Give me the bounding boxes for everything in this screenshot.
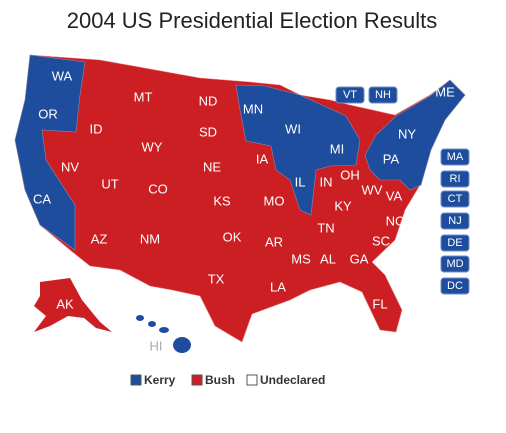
legend-swatch [246,374,258,386]
state-label: MO [264,193,285,208]
state-box-label: NJ [448,215,461,227]
kerry-northeast [364,79,466,191]
state-label: AK [56,296,74,311]
state-box [440,170,470,188]
state-box-label: VT [343,89,357,101]
state-label: SC [372,233,390,248]
state-label: OK [223,229,242,244]
kerry-west [14,54,86,251]
state-label: IL [295,174,306,189]
state-label: HI [150,338,163,353]
alaska [34,278,112,332]
state-box [440,234,470,252]
state-box-label: NH [375,89,391,101]
map-title: 2004 US Presidential Election Results [67,8,438,33]
state-label: WA [52,68,73,83]
state-box-label: MA [447,151,464,163]
state-label: WV [362,182,383,197]
state-label: ID [90,121,103,136]
state-label: CA [33,191,51,206]
legend-label: Bush [205,373,235,387]
state-label: NC [386,213,405,228]
state-label: TX [208,271,225,286]
state-label: WY [142,139,163,154]
state-box [440,190,470,208]
state-label: NE [203,159,221,174]
state-box-label: RI [450,173,461,185]
state-label: MT [134,89,153,104]
state-label: NM [140,231,160,246]
state-box [440,212,470,230]
state-box [335,86,365,104]
state-box [440,255,470,273]
kerry-midwest [235,84,361,216]
legend-label: Kerry [144,373,176,387]
state-label: ND [199,93,218,108]
state-label: LA [270,279,286,294]
state-label: IN [320,174,333,189]
state-label: MI [330,141,344,156]
state-label: AR [265,234,283,249]
state-label: NY [398,126,416,141]
state-label: PA [383,151,400,166]
state-box-label: CT [448,193,463,205]
state-label: ME [435,84,455,99]
state-label: VA [386,188,403,203]
state-label: AL [320,251,336,266]
state-label: OR [38,106,58,121]
state-label: GA [350,251,369,266]
state-label: KS [213,193,231,208]
state-label: IA [256,151,269,166]
hawaii [136,315,191,353]
state-box-label: MD [446,258,463,270]
legend-label: Undeclared [260,373,325,387]
state-box [440,277,470,295]
legend-swatch [130,374,142,386]
state-label: AZ [91,231,108,246]
state-label: TN [317,220,334,235]
state-box-label: DC [447,280,463,292]
state-box [440,148,470,166]
state-label: FL [372,296,387,311]
state-label: OH [340,167,360,182]
state-label: WI [285,121,301,136]
state-label: NV [61,159,79,174]
state-label: CO [148,181,168,196]
legend-swatch [191,374,203,386]
state-box-label: DE [447,237,462,249]
state-label: UT [101,176,118,191]
state-label: SD [199,124,217,139]
state-label: KY [334,198,352,213]
state-label: MS [291,251,311,266]
state-box [368,86,398,104]
state-label: MN [243,101,263,116]
